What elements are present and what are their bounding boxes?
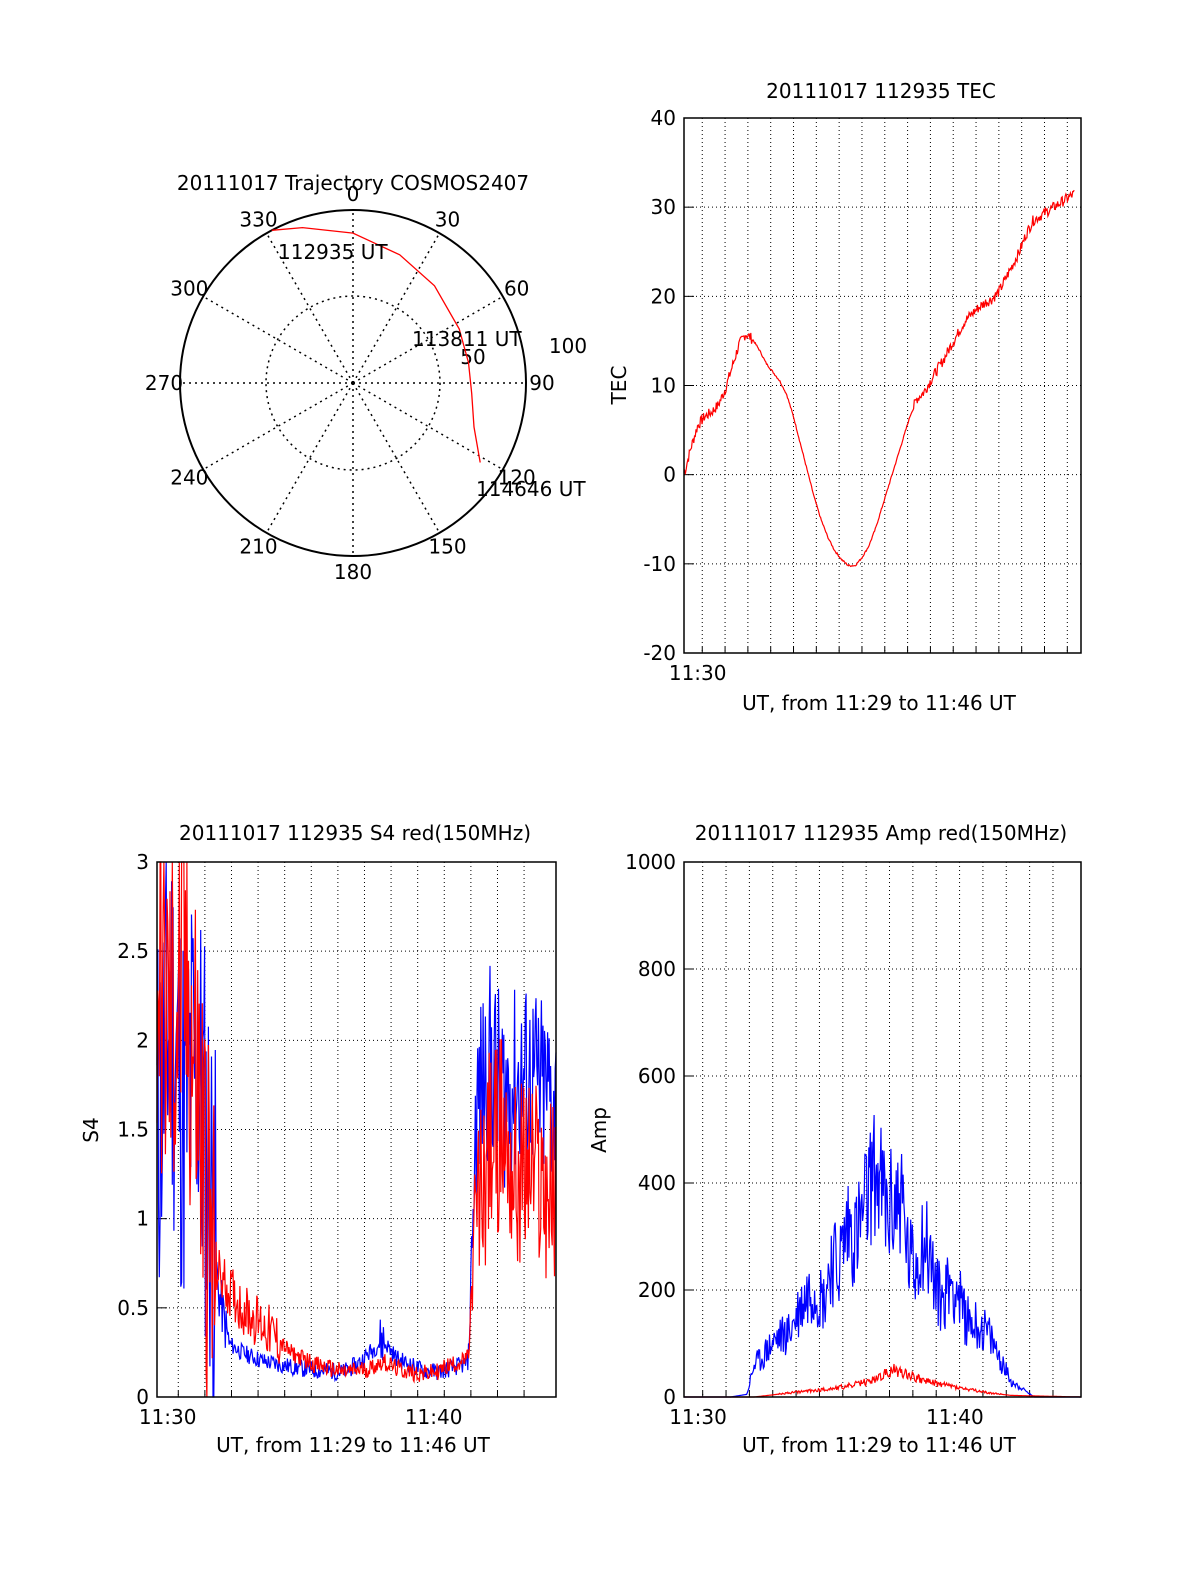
polar-spoke [352, 232, 441, 384]
polar-spoke [202, 382, 354, 471]
annotation-mid-time: 113811 UT [412, 327, 522, 351]
polar-spoke [352, 382, 441, 534]
tec-series [683, 189, 1075, 568]
y-tick-label: 20 [651, 284, 676, 308]
amp-y-ticks: 1000 800 600 400 200 0 [625, 850, 694, 1409]
y-tick-label: 800 [638, 957, 676, 981]
polar-angle-label: 120 [498, 466, 536, 490]
series-line [156, 861, 557, 1398]
s4-plot-frame [156, 861, 557, 1398]
x-tick-label: 11:40 [405, 1405, 463, 1429]
series-line [684, 1114, 1081, 1398]
amp-x-axis-label: UT, from 11:29 to 11:46 UT [742, 1433, 1017, 1457]
polar-spoke [202, 295, 354, 384]
y-tick-label: 1 [136, 1207, 149, 1231]
y-tick-label: 2.5 [117, 939, 149, 963]
polar-angle-label: 270 [145, 371, 183, 395]
polar-angle-labels: 0 30 60 90 120 150 180 210 240 270 300 330 [145, 182, 555, 584]
amp-series [684, 1114, 1081, 1398]
y-tick-label: 30 [651, 195, 676, 219]
s4-y-ticks: 3 2.5 2 1.5 1 0.5 0 [117, 850, 167, 1409]
annotation-start-time: 112935 UT [278, 240, 388, 264]
x-tick-label: 11:30 [669, 1405, 727, 1429]
s4-y-axis-label: S4 [79, 1117, 103, 1142]
polar-spoke [265, 382, 354, 534]
polar-angle-label: 90 [529, 371, 554, 395]
tec-panel: 20111017 112935 TEC 40 30 20 10 0 -10 -20 11:3… [607, 79, 1082, 715]
tec-title: 20111017 112935 TEC [766, 79, 996, 103]
y-tick-label: 2 [136, 1028, 149, 1052]
y-tick-label: 400 [638, 1171, 676, 1195]
y-tick-label: 10 [651, 374, 676, 398]
polar-spoke [352, 382, 504, 471]
annotation-end-time: 114646 UT [476, 477, 586, 501]
polar-outer-circle [179, 209, 527, 557]
amp-y-axis-label: Amp [587, 1107, 611, 1153]
polar-angle-label: 330 [239, 207, 277, 231]
y-tick-label: 600 [638, 1064, 676, 1088]
polar-angle-label: 210 [239, 535, 277, 559]
amp-plot-frame [683, 861, 1082, 1398]
s4-x-ticks: 11:30 11:40 [139, 1391, 525, 1429]
tec-y-axis-label: TEC [607, 366, 631, 406]
y-tick-label: 1000 [625, 850, 676, 874]
polar-angle-label: 60 [504, 277, 529, 301]
y-tick-label: 0 [663, 463, 676, 487]
tec-plot-frame [683, 117, 1082, 654]
s4-x-axis-label: UT, from 11:29 to 11:46 UT [216, 1433, 491, 1457]
y-tick-label: 0 [136, 1385, 149, 1409]
s4-series [156, 861, 557, 1398]
polar-trajectory-panel: 20111017 Trajectory COSMOS2407 0 30 60 90 12… [145, 171, 587, 584]
polar-radius-label: 100 [549, 334, 587, 358]
y-tick-label: 0 [663, 1385, 676, 1409]
polar-spoke [265, 232, 354, 384]
polar-angle-label: 150 [428, 535, 466, 559]
polar-spoke [352, 295, 504, 384]
amp-panel: 20111017 112935 Amp red(150MHz) 1000 800 6… [587, 821, 1082, 1457]
y-tick-label: -10 [643, 552, 676, 576]
polar-spokes [180, 210, 526, 556]
polar-angle-label: 0 [347, 182, 360, 206]
amp-grid [684, 862, 1081, 1397]
s4-panel: 20111017 112935 S4 red(150MHz) 3 2.5 2 1.5 1… [79, 821, 557, 1457]
trajectory-line [271, 226, 481, 463]
y-tick-label: -20 [643, 641, 676, 665]
amp-x-ticks: 11:30 11:40 [669, 1391, 1054, 1429]
y-tick-label: 200 [638, 1278, 676, 1302]
y-tick-label: 0.5 [117, 1296, 149, 1320]
tec-grid [684, 118, 1081, 653]
series-line [683, 189, 1075, 568]
polar-angle-label: 180 [334, 560, 372, 584]
polar-title: 20111017 Trajectory COSMOS2407 [177, 171, 529, 195]
series-line [684, 1363, 1081, 1398]
s4-title: 20111017 112935 S4 red(150MHz) [179, 821, 531, 845]
x-tick-label: 11:30 [139, 1405, 197, 1429]
y-tick-label: 3 [136, 850, 149, 874]
polar-angle-label: 300 [170, 277, 208, 301]
polar-angle-label: 240 [170, 466, 208, 490]
y-tick-label: 1.5 [117, 1118, 149, 1142]
x-tick-label: 11:40 [926, 1405, 984, 1429]
x-tick-label: 11:30 [669, 661, 727, 685]
tec-y-ticks: 40 30 20 10 0 -10 -20 [643, 106, 694, 665]
amp-title: 20111017 112935 Amp red(150MHz) [695, 821, 1067, 845]
polar-angle-label: 30 [435, 207, 460, 231]
polar-inner-circle [265, 295, 441, 471]
tec-x-axis-label: UT, from 11:29 to 11:46 UT [742, 691, 1017, 715]
tec-x-ticks: 11:30 [669, 647, 1068, 685]
y-tick-label: 40 [651, 106, 676, 130]
polar-radius-labels: 50 100 [460, 334, 587, 369]
series-line [156, 861, 557, 1398]
